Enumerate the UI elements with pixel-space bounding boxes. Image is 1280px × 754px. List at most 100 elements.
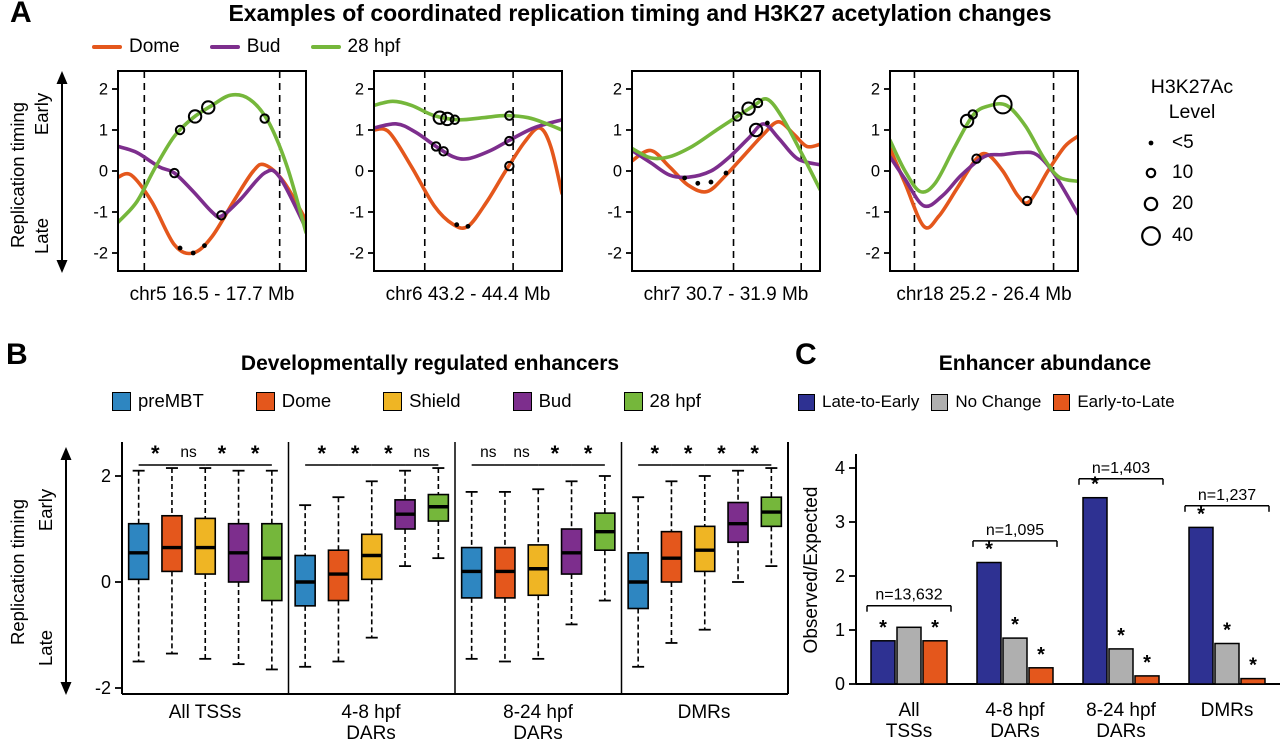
legend-label-bud: Bud: [246, 36, 281, 57]
box-28 hpf: [261, 522, 283, 602]
svg-text:ns: ns: [414, 444, 431, 461]
series-line-Bud: [890, 150, 1078, 216]
svg-text:2: 2: [871, 81, 880, 99]
marker-label-40: 40: [1172, 225, 1194, 246]
marker-legend-item-20: 20: [1140, 193, 1193, 215]
svg-text:ns: ns: [180, 444, 197, 461]
series-line-Dome: [374, 126, 562, 231]
bar-Early-to-Late: [1134, 675, 1160, 685]
svg-text:*: *: [684, 441, 693, 466]
marker-label-lt5: <5: [1172, 132, 1194, 153]
marker-legend-item-10: 10: [1140, 162, 1193, 184]
legend-item-bud-b: Bud: [512, 390, 572, 412]
svg-text:2: 2: [613, 81, 622, 99]
svg-text:*: *: [584, 441, 593, 466]
legend-item-shield: Shield: [383, 390, 461, 412]
bar-No Change: [1214, 642, 1240, 685]
svg-text:*: *: [551, 441, 560, 466]
legend-label-dome-b: Dome: [281, 390, 332, 411]
h3k27ac-marker: [708, 179, 714, 185]
h3k27ac-marker: [430, 141, 442, 152]
prembt-swatch: [112, 391, 131, 411]
svg-text:2: 2: [99, 81, 108, 99]
c-group-label-all-tsss: All TSSs: [885, 700, 933, 743]
legend-item-28hpf: 28 hpf: [310, 36, 400, 58]
svg-text:*: *: [931, 617, 939, 639]
panel-a-label: A: [10, 0, 32, 29]
h3k27ac-marker: [449, 114, 461, 125]
marker-large-circle-icon: [1141, 226, 1161, 246]
svg-text:1: 1: [99, 122, 108, 140]
panel-b-legend: preMBT Dome Shield Bud 28 hpf: [112, 390, 701, 412]
svg-text:-2: -2: [607, 245, 622, 263]
svg-text:-2: -2: [95, 678, 111, 698]
svg-text:0: 0: [355, 163, 364, 181]
h3k27ac-marker: [202, 243, 207, 249]
bar-No Change: [1002, 637, 1028, 685]
h3k27ac-marker: [177, 245, 183, 251]
svg-text:-2: -2: [93, 245, 108, 263]
h3k27ac-marker: [438, 146, 449, 157]
legend-label-no-change: No Change: [955, 392, 1042, 411]
marker-label-20: 20: [1172, 193, 1194, 214]
legend-item-late-to-early: Late-to-Early: [798, 392, 919, 412]
legend-item-bud: Bud: [209, 36, 281, 58]
legend-label-28hpf-b: 28 hpf: [649, 390, 701, 411]
svg-text:*: *: [1091, 474, 1099, 496]
b-group-label-all-tsss: All TSSs: [168, 702, 242, 723]
svg-text:2: 2: [355, 81, 364, 99]
svg-text:-2: -2: [865, 245, 880, 263]
svg-text:0: 0: [613, 163, 622, 181]
svg-text:ns: ns: [513, 444, 530, 461]
svg-text:*: *: [218, 441, 227, 466]
svg-text:-2: -2: [349, 245, 364, 263]
svg-text:*: *: [1117, 625, 1125, 647]
no-change-swatch: [931, 393, 949, 411]
svg-text:1: 1: [871, 122, 880, 140]
svg-text:1: 1: [835, 620, 845, 640]
bar-Early-to-Late: [1028, 667, 1054, 685]
a-ylabel-replication-timing: Replication timing: [7, 101, 28, 249]
legend-label-early-to-late: Early-to-Late: [1077, 392, 1175, 411]
h3k27ac-marker: [748, 122, 764, 138]
boxplot-chart: 20-2* ns * * * * * ns ns ns * * * * * *: [95, 441, 789, 698]
legend-item-early-to-late: Early-to-Late: [1053, 392, 1175, 412]
h3k27ac-marker: [732, 111, 743, 122]
svg-text:*: *: [251, 441, 260, 466]
chart-chr5-xlabel: chr5 16.5 - 17.7 Mb: [129, 284, 295, 305]
h3k27ac-legend-title: H3K27Ac: [1150, 76, 1234, 98]
svg-text:*: *: [879, 617, 887, 639]
h3k27ac-marker: [465, 223, 471, 229]
h3k27ac-marker: [169, 167, 180, 179]
svg-text:*: *: [151, 441, 160, 466]
series-line-28 hpf: [632, 97, 820, 192]
svg-text:*: *: [351, 441, 360, 466]
legend-label-prembt: preMBT: [138, 390, 204, 411]
h3k27ac-marker: [682, 175, 688, 181]
h3k27ac-marker: [259, 113, 270, 124]
b-group-label-4-8-dars: 4-8 hpf DARs: [341, 702, 401, 745]
panel-c-legend: Late-to-Early No Change Early-to-Late: [798, 392, 1175, 412]
svg-text:*: *: [318, 441, 327, 466]
svg-text:*: *: [384, 441, 393, 466]
svg-text:0: 0: [871, 163, 880, 181]
h3k27ac-marker: [993, 94, 1013, 115]
svg-text:4: 4: [835, 458, 845, 478]
shield-swatch: [383, 391, 403, 411]
bar-Early-to-Late: [922, 640, 948, 685]
hpf28-line-swatch: [310, 44, 341, 50]
plot-frame: [631, 70, 821, 272]
series-line-28 hpf: [890, 101, 1078, 194]
h3k27ac-marker: [741, 101, 756, 116]
h3k27ac-marker: [504, 160, 515, 172]
chart-chr5: 2 1 0 -1 -2: [93, 70, 307, 272]
svg-text:3: 3: [835, 512, 845, 532]
bar-No Change: [1108, 648, 1134, 685]
c-group-label-8-24-dars: 8-24 hpf DARs: [1086, 700, 1156, 743]
series-line-Dome: [632, 119, 820, 194]
svg-text:*: *: [717, 441, 726, 466]
marker-label-10: 10: [1172, 162, 1194, 183]
h3k27ac-legend-subtitle: Level: [1168, 101, 1216, 123]
bud-swatch: [512, 391, 532, 411]
